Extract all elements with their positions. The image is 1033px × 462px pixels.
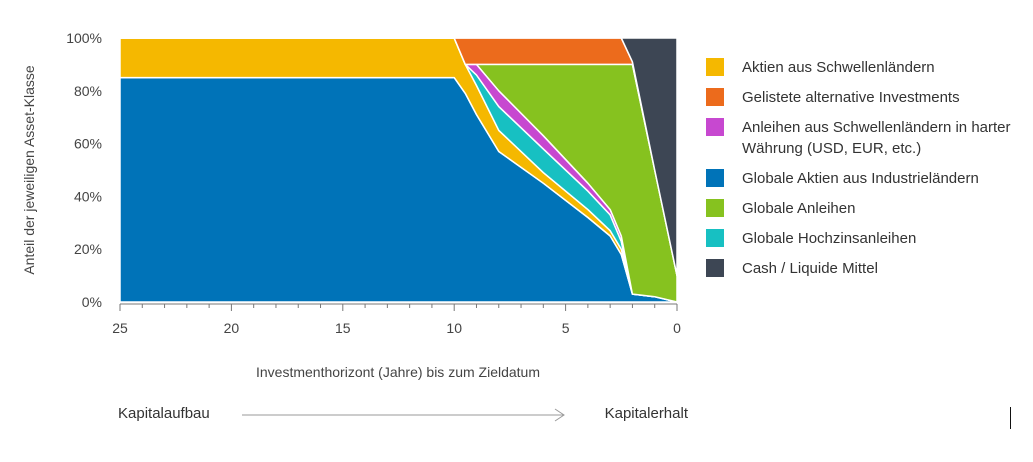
legend-label: Gelistete alternative Investments bbox=[742, 89, 960, 106]
chart-legend: Aktien aus Schwellenländern Gelistete alt… bbox=[706, 57, 1026, 288]
legend-item: Globale Aktien aus Industrieländern bbox=[706, 168, 1026, 189]
x-tick-label: 10 bbox=[446, 320, 462, 336]
x-tick-label: 15 bbox=[335, 320, 351, 336]
legend-item: Globale Hochzinsanleihen bbox=[706, 228, 1026, 249]
chart-axes: 0% 20% 40% 60% 80% 100% 25 20 15 10 5 0 bbox=[66, 30, 681, 336]
y-tick-label: 60% bbox=[74, 136, 102, 152]
legend-swatch bbox=[706, 229, 724, 247]
y-tick-label: 40% bbox=[74, 188, 102, 204]
y-tick-label: 80% bbox=[74, 83, 102, 99]
legend-label: Cash / Liquide Mittel bbox=[742, 260, 878, 277]
x-tick-label: 20 bbox=[224, 320, 240, 336]
flow-start-label: Kapitalaufbau bbox=[118, 405, 210, 422]
y-axis-label: Anteil der jeweiligen Asset-Klasse bbox=[21, 65, 37, 275]
x-tick-label: 0 bbox=[673, 320, 681, 336]
legend-item: Cash / Liquide Mittel bbox=[706, 258, 1026, 279]
text-cursor-icon bbox=[1010, 407, 1011, 429]
legend-swatch bbox=[706, 58, 724, 76]
y-tick-label: 100% bbox=[66, 30, 102, 46]
legend-swatch bbox=[706, 118, 724, 136]
legend-swatch bbox=[706, 259, 724, 277]
legend-label: Anleihen aus Schwellenländern in harter … bbox=[742, 119, 1011, 157]
legend-item: Globale Anleihen bbox=[706, 198, 1026, 219]
legend-item: Gelistete alternative Investments bbox=[706, 87, 1026, 108]
x-tick-label: 25 bbox=[112, 320, 128, 336]
area-series-6 bbox=[119, 37, 678, 277]
legend-swatch bbox=[706, 169, 724, 187]
y-tick-label: 0% bbox=[82, 294, 102, 310]
x-axis-label: Investmenthorizont (Jahre) bis zum Zield… bbox=[256, 364, 540, 380]
legend-swatch bbox=[706, 88, 724, 106]
arrow-right-icon bbox=[242, 408, 565, 422]
legend-label: Globale Aktien aus Industrieländern bbox=[742, 170, 979, 187]
legend-swatch bbox=[706, 199, 724, 217]
legend-label: Aktien aus Schwellenländern bbox=[742, 59, 935, 76]
legend-label: Globale Hochzinsanleihen bbox=[742, 230, 917, 247]
chart-areas bbox=[119, 37, 678, 303]
legend-item: Anleihen aus Schwellenländern in harter … bbox=[706, 117, 1026, 159]
legend-label: Globale Anleihen bbox=[742, 200, 856, 217]
horizon-flow: Kapitalaufbau Kapitalerhalt bbox=[118, 405, 688, 427]
x-tick-label: 5 bbox=[562, 320, 570, 336]
y-tick-label: 20% bbox=[74, 241, 102, 257]
flow-end-label: Kapitalerhalt bbox=[604, 405, 688, 422]
legend-item: Aktien aus Schwellenländern bbox=[706, 57, 1026, 78]
